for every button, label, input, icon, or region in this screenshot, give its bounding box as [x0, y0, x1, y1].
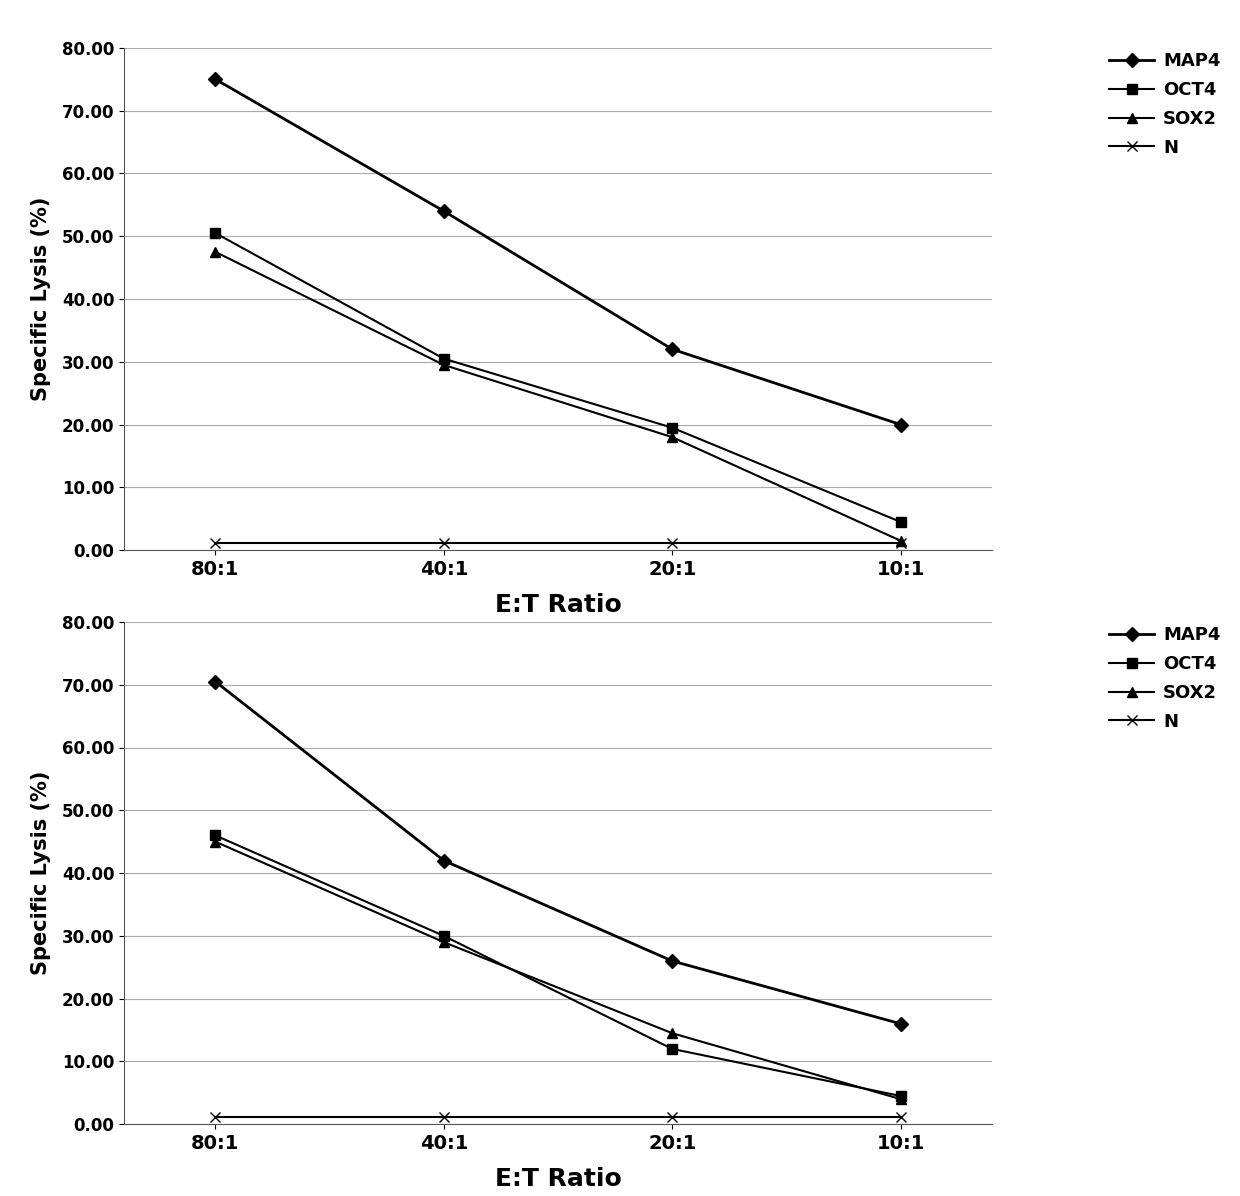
N	[436, 536, 451, 550]
Y-axis label: Specific Lysis (%): Specific Lysis (%)	[31, 771, 51, 975]
MAP4	[208, 675, 223, 689]
OCT4	[208, 226, 223, 240]
Line: SOX2: SOX2	[211, 248, 905, 545]
Line: MAP4: MAP4	[211, 74, 905, 429]
Legend: MAP4, OCT4, SOX2, N: MAP4, OCT4, SOX2, N	[1104, 621, 1226, 737]
SOX2	[665, 431, 680, 445]
OCT4	[665, 421, 680, 435]
Line: SOX2: SOX2	[211, 837, 905, 1104]
OCT4	[893, 514, 908, 529]
SOX2	[208, 835, 223, 849]
X-axis label: E:T Ratio: E:T Ratio	[495, 1167, 621, 1191]
N	[893, 1110, 908, 1124]
Y-axis label: Specific Lysis (%): Specific Lysis (%)	[31, 197, 51, 401]
MAP4	[436, 854, 451, 868]
N	[208, 536, 223, 550]
N	[436, 1110, 451, 1124]
OCT4	[208, 828, 223, 842]
MAP4	[436, 205, 451, 219]
SOX2	[893, 533, 908, 548]
SOX2	[436, 358, 451, 372]
Line: MAP4: MAP4	[211, 677, 905, 1029]
SOX2	[436, 935, 451, 950]
Line: N: N	[211, 538, 905, 548]
OCT4	[665, 1042, 680, 1056]
Line: OCT4: OCT4	[211, 830, 905, 1100]
N	[893, 536, 908, 550]
Legend: MAP4, OCT4, SOX2, N: MAP4, OCT4, SOX2, N	[1104, 47, 1226, 163]
OCT4	[436, 352, 451, 366]
MAP4	[893, 417, 908, 432]
MAP4	[665, 954, 680, 969]
SOX2	[208, 245, 223, 260]
SOX2	[665, 1026, 680, 1041]
X-axis label: E:T Ratio: E:T Ratio	[495, 593, 621, 617]
OCT4	[893, 1088, 908, 1103]
MAP4	[208, 72, 223, 86]
OCT4	[436, 928, 451, 942]
MAP4	[893, 1017, 908, 1031]
Line: N: N	[211, 1112, 905, 1122]
Line: OCT4: OCT4	[211, 228, 905, 526]
N	[208, 1110, 223, 1124]
N	[665, 536, 680, 550]
SOX2	[893, 1092, 908, 1106]
N	[665, 1110, 680, 1124]
MAP4	[665, 342, 680, 356]
